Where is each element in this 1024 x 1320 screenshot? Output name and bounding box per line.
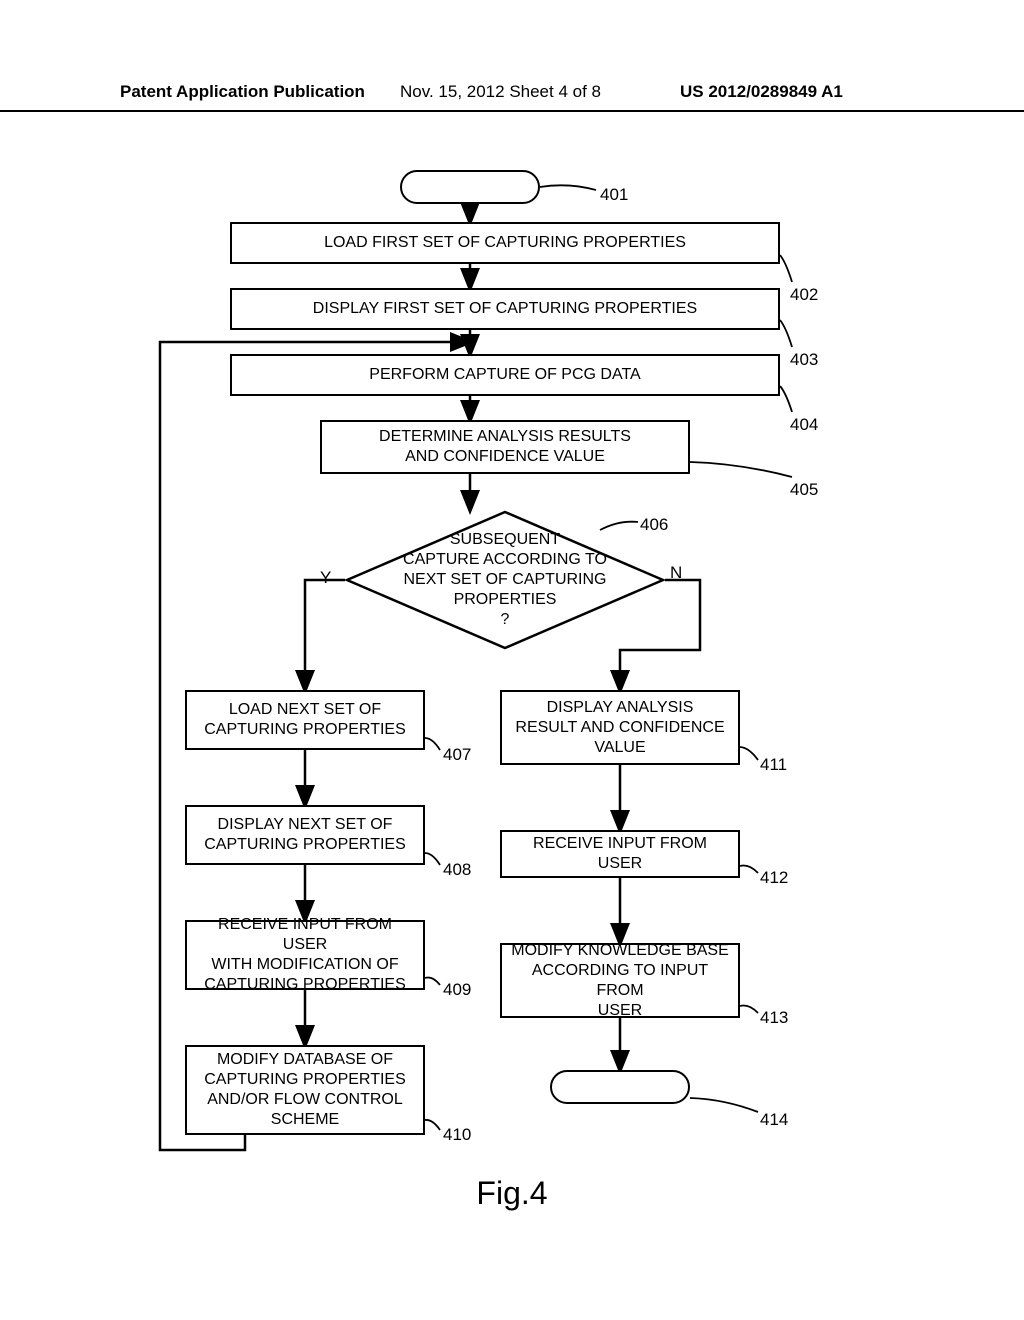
flow-terminator-end	[550, 1070, 690, 1104]
branch-label-n: N	[670, 563, 682, 583]
header-left: Patent Application Publication	[120, 82, 365, 102]
ref-label-413: 413	[760, 1008, 788, 1028]
figure-label: Fig.4	[476, 1175, 547, 1212]
ref-label-410: 410	[443, 1125, 471, 1145]
flow-box-n403: DISPLAY FIRST SET OF CAPTURING PROPERTIE…	[230, 288, 780, 330]
ref-label-406: 406	[640, 515, 668, 535]
ref-label-401: 401	[600, 185, 628, 205]
ref-label-404: 404	[790, 415, 818, 435]
ref-label-412: 412	[760, 868, 788, 888]
flow-box-n404: PERFORM CAPTURE OF PCG DATA	[230, 354, 780, 396]
ref-label-411: 411	[760, 755, 787, 775]
flow-box-n402: LOAD FIRST SET OF CAPTURING PROPERTIES	[230, 222, 780, 264]
ref-label-414: 414	[760, 1110, 788, 1130]
flow-box-n412: RECEIVE INPUT FROM USER	[500, 830, 740, 878]
header-mid: Nov. 15, 2012 Sheet 4 of 8	[400, 82, 601, 102]
flow-box-n413: MODIFY KNOWLEDGE BASEACCORDING TO INPUT …	[500, 943, 740, 1018]
flow-box-n408: DISPLAY NEXT SET OFCAPTURING PROPERTIES	[185, 805, 425, 865]
flow-box-n405: DETERMINE ANALYSIS RESULTSAND CONFIDENCE…	[320, 420, 690, 474]
flow-decision-n406: SUBSEQUENTCAPTURE ACCORDING TONEXT SET O…	[345, 510, 665, 650]
ref-label-409: 409	[443, 980, 471, 1000]
flow-box-n407: LOAD NEXT SET OFCAPTURING PROPERTIES	[185, 690, 425, 750]
header-right: US 2012/0289849 A1	[680, 82, 843, 102]
flow-box-n411: DISPLAY ANALYSISRESULT AND CONFIDENCEVAL…	[500, 690, 740, 765]
page: Patent Application Publication Nov. 15, …	[0, 0, 1024, 1320]
flow-box-n409: RECEIVE INPUT FROM USERWITH MODIFICATION…	[185, 920, 425, 990]
flow-box-n410: MODIFY DATABASE OFCAPTURING PROPERTIESAN…	[185, 1045, 425, 1135]
ref-label-403: 403	[790, 350, 818, 370]
ref-label-408: 408	[443, 860, 471, 880]
flowchart-canvas: 401 LOAD FIRST SET OF CAPTURING PROPERTIE…	[0, 150, 1024, 1270]
flow-terminator-start	[400, 170, 540, 204]
page-header: Patent Application Publication Nov. 15, …	[0, 82, 1024, 112]
branch-label-y: Y	[320, 568, 331, 588]
ref-label-407: 407	[443, 745, 471, 765]
ref-label-402: 402	[790, 285, 818, 305]
ref-label-405: 405	[790, 480, 818, 500]
